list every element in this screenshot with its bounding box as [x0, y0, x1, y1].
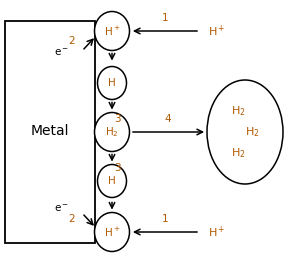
- Ellipse shape: [94, 11, 130, 50]
- Text: 1: 1: [162, 214, 168, 224]
- Ellipse shape: [98, 67, 127, 99]
- Text: 1: 1: [162, 13, 168, 23]
- Text: Metal: Metal: [31, 124, 69, 138]
- Ellipse shape: [94, 212, 130, 252]
- Text: 2: 2: [69, 214, 75, 224]
- Ellipse shape: [207, 80, 283, 184]
- Text: 3: 3: [114, 163, 121, 173]
- Text: H$_2$: H$_2$: [231, 146, 245, 160]
- Ellipse shape: [94, 112, 130, 151]
- Text: 4: 4: [165, 114, 171, 124]
- Text: H: H: [108, 176, 116, 186]
- Text: e$^-$: e$^-$: [54, 203, 70, 213]
- Bar: [5, 21, 95, 243]
- Text: H$^+$: H$^+$: [104, 25, 120, 38]
- Text: H$^+$: H$^+$: [208, 23, 226, 39]
- Text: 3: 3: [114, 114, 121, 124]
- Text: H$_2$: H$_2$: [105, 125, 119, 139]
- Text: H$^+$: H$^+$: [208, 224, 226, 240]
- Text: H: H: [108, 78, 116, 88]
- Text: H$_2$: H$_2$: [245, 125, 259, 139]
- Text: H$_2$: H$_2$: [231, 104, 245, 118]
- Text: H$^+$: H$^+$: [104, 226, 120, 239]
- Ellipse shape: [98, 164, 127, 198]
- Text: 2: 2: [69, 36, 75, 46]
- Text: e$^-$: e$^-$: [54, 48, 70, 58]
